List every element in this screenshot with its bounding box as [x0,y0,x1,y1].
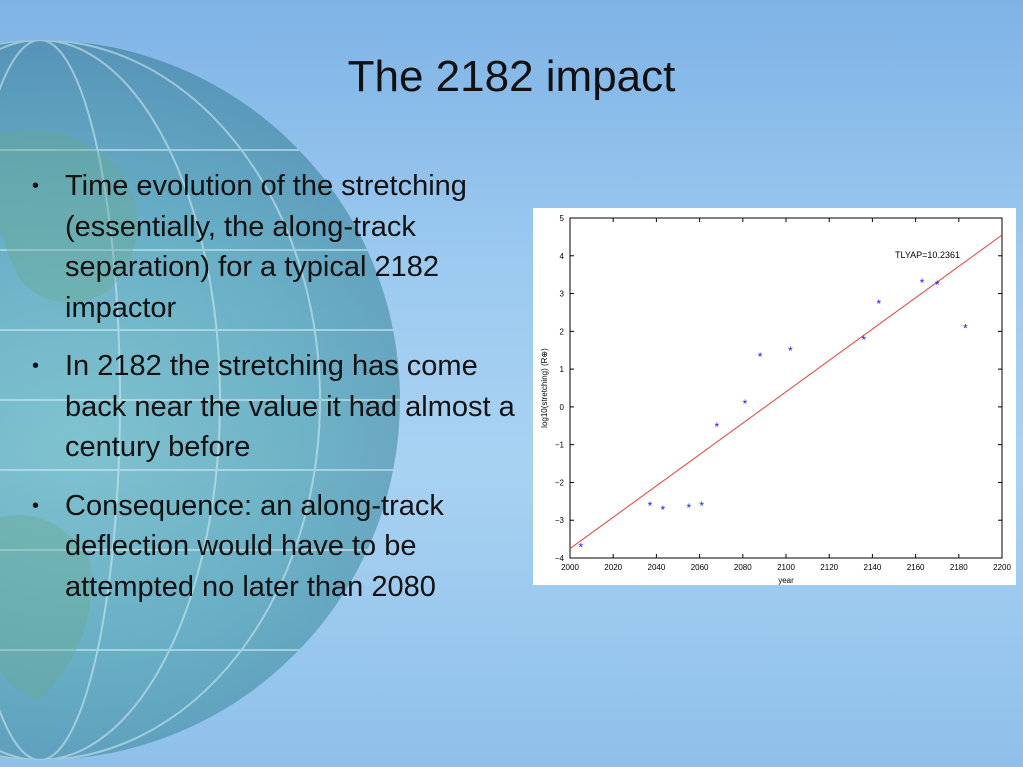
plot-frame [569,217,1003,559]
slide-title: The 2182 impact [347,52,676,101]
x-tick-label: 2200 [993,563,1011,572]
bullet-item: • Time evolution of the stretching (esse… [30,166,520,328]
x-tick-label: 2060 [691,563,709,572]
y-tick-label: 4 [560,252,565,261]
data-point: * [686,501,691,515]
y-axis-label: log10(stretching) (R⊕) [540,348,549,428]
x-tick-label: 2160 [907,563,925,572]
x-tick-label: 2140 [864,563,882,572]
y-tick-label: −1 [555,441,565,450]
y-tick-label: −4 [555,554,565,563]
bullet-dot-icon: • [32,355,40,377]
data-point: * [877,297,882,311]
x-tick-label: 2080 [734,563,752,572]
bullet-dot-icon: • [32,175,40,197]
bullet-text: In 2182 the stretching has come back nea… [65,350,515,463]
data-point: * [715,420,720,434]
fit-line [569,234,1003,549]
data-point: * [661,503,666,517]
data-point: * [743,397,748,411]
x-tick-label: 2180 [950,563,968,572]
y-tick-label: −3 [555,516,565,525]
x-axis-label: year [778,576,794,585]
y-tick-label: 2 [560,327,565,336]
data-point: * [758,350,763,364]
data-point: * [861,333,866,347]
x-tick-label: 2000 [561,563,579,572]
y-tick-label: 3 [560,290,565,299]
x-tick-label: 2040 [648,563,666,572]
data-point: * [648,499,653,513]
x-tick-label: 2100 [777,563,795,572]
data-point: * [935,278,940,292]
data-point: * [788,344,793,358]
data-point: * [963,322,968,336]
bullet-item: • In 2182 the stretching has come back n… [30,346,520,468]
x-axis: 2000 2020 2040 2060 2080 2100 2120 2140 2160 2180… [561,218,1011,572]
bullet-dot-icon: • [32,494,40,517]
chart-panel: −4 −3 −2 −1 0 1 2 3 4 5 2000 2020 2040 2060 2080 2100 2… [533,208,1016,585]
bullet-text: Time evolution of the stretching (essent… [65,170,467,324]
x-tick-label: 2120 [820,563,838,572]
data-point: * [578,541,583,555]
bullet-item: • Consequence: an along-track deflection… [30,486,520,608]
y-axis: −4 −3 −2 −1 0 1 2 3 4 5 [555,214,1002,563]
bullet-list: • Time evolution of the stretching (esse… [30,166,520,625]
y-tick-label: 0 [560,403,565,412]
x-tick-label: 2020 [604,563,622,572]
bullet-text: Consequence: an along-track deflection w… [65,489,444,603]
data-points: * * * * * * * * * * * * * * [578,276,967,554]
y-tick-label: 1 [560,365,565,374]
y-tick-label: −2 [555,478,565,487]
y-tick-label: 5 [560,214,565,223]
data-point: * [920,276,925,290]
stretching-chart: −4 −3 −2 −1 0 1 2 3 4 5 2000 2020 2040 2060 2080 2100 2… [540,214,1011,585]
chart-annotation: TLYAP=10.2361 [895,250,960,260]
data-point: * [699,499,704,513]
